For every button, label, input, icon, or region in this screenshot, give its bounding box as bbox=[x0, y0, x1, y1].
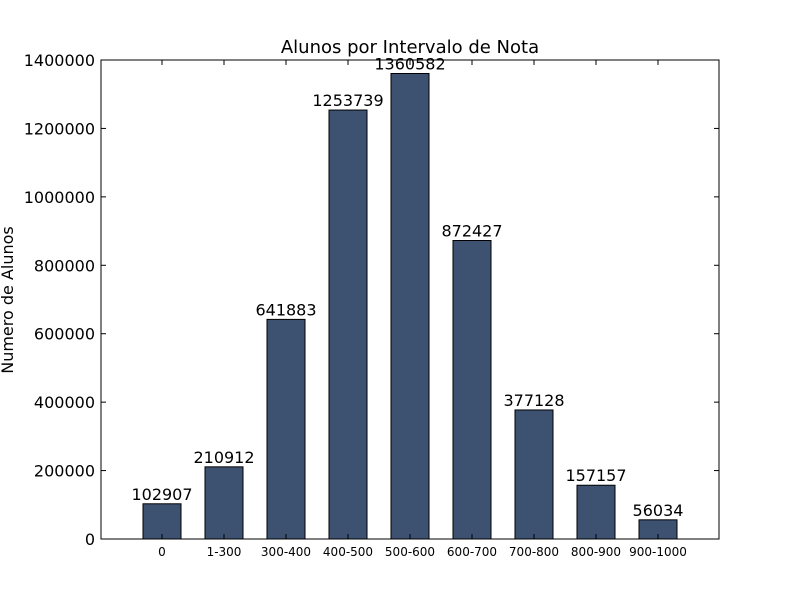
bars: 1029072109126418831253739136058287242737… bbox=[131, 54, 684, 540]
plot-frame bbox=[100, 59, 720, 540]
x-tick-label: 800-900 bbox=[571, 545, 621, 559]
bar bbox=[142, 503, 182, 540]
bar bbox=[390, 72, 430, 540]
bar bbox=[204, 466, 244, 540]
y-tick-label: 0 bbox=[85, 530, 95, 549]
y-tick-label: 600000 bbox=[34, 325, 95, 344]
y-tick-label: 200000 bbox=[34, 462, 95, 481]
y-tick-label: 1200000 bbox=[24, 119, 95, 138]
x-axis: 0 1-300 300-400 400-500 500-600 600-700 700-80… bbox=[158, 60, 687, 559]
x-tick-label: 700-800 bbox=[509, 545, 559, 559]
data-label: 102907 bbox=[131, 485, 192, 504]
bar bbox=[514, 409, 554, 540]
x-tick-label: 0 bbox=[158, 545, 166, 559]
x-tick-label: 300-400 bbox=[261, 545, 311, 559]
y-tick-label: 1000000 bbox=[24, 188, 95, 207]
x-tick-label: 900-1000 bbox=[629, 545, 687, 559]
bar bbox=[266, 318, 306, 540]
x-tick-label: 500-600 bbox=[385, 545, 435, 559]
x-tick-label: 1-300 bbox=[207, 545, 242, 559]
y-tick-label: 1400000 bbox=[24, 51, 95, 70]
data-label: 1253739 bbox=[312, 91, 383, 110]
bar bbox=[576, 484, 616, 540]
bar bbox=[452, 240, 492, 540]
data-label: 210912 bbox=[193, 448, 254, 467]
data-label: 56034 bbox=[633, 501, 684, 520]
y-axis-label: Numero de Alunos bbox=[0, 226, 17, 374]
x-tick-label: 400-500 bbox=[323, 545, 373, 559]
data-label: 872427 bbox=[441, 222, 502, 241]
chart-title: Alunos por Intervalo de Nota bbox=[281, 37, 539, 58]
y-tick-label: 800000 bbox=[34, 256, 95, 275]
data-label: 377128 bbox=[503, 391, 564, 410]
x-tick-label: 600-700 bbox=[447, 545, 497, 559]
y-tick-label: 400000 bbox=[34, 393, 95, 412]
data-label: 157157 bbox=[565, 466, 626, 485]
y-axis: 0 200000 400000 600000 800000 1000000 1200000 1… bbox=[24, 51, 719, 549]
data-label: 641883 bbox=[255, 300, 316, 319]
bar bbox=[328, 109, 368, 540]
